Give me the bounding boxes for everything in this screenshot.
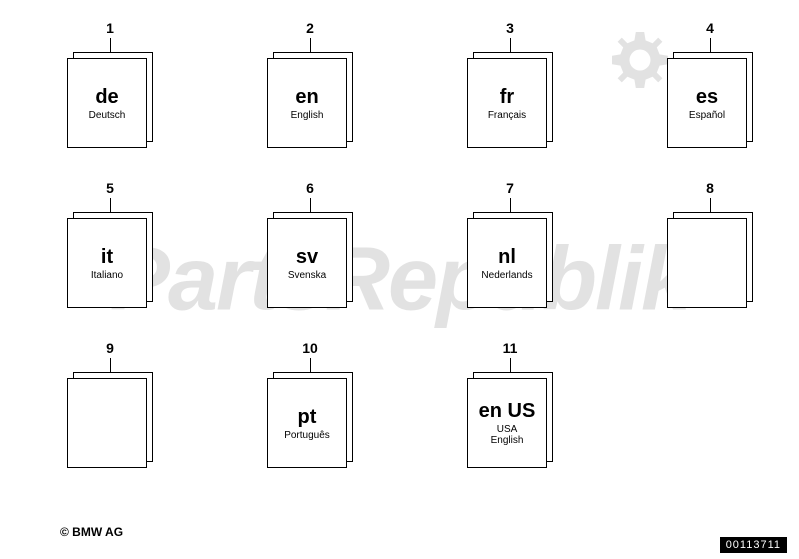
language-code: sv — [296, 246, 318, 268]
card-slot-4: 4 es Español — [660, 20, 760, 148]
card-slot-3: 3 fr Français — [460, 20, 560, 148]
card-stack: sv Svenska — [267, 212, 353, 308]
card-stack: pt Português — [267, 372, 353, 468]
card-stack: en English — [267, 52, 353, 148]
card-slot-8: 8 — [660, 180, 760, 308]
language-code: nl — [498, 246, 516, 268]
card-stack — [667, 212, 753, 308]
connector-line — [110, 38, 111, 52]
card-front: fr Français — [467, 58, 547, 148]
language-code: es — [696, 86, 718, 108]
card-front: it Italiano — [67, 218, 147, 308]
language-name: English — [291, 110, 324, 121]
slot-number: 4 — [660, 20, 760, 36]
card-slot-1: 1 de Deutsch — [60, 20, 160, 148]
copyright-text: © BMW AG — [60, 525, 123, 539]
card-front: nl Nederlands — [467, 218, 547, 308]
language-code: de — [95, 86, 118, 108]
language-code: it — [101, 246, 113, 268]
language-code: en US — [479, 400, 536, 422]
slot-number: 7 — [460, 180, 560, 196]
diagram-canvas: PartsRepublik 1 de Deutsch 2 en English 3 fr Fra… — [0, 0, 799, 559]
connector-line — [110, 198, 111, 212]
card-slot-7: 7 nl Nederlands — [460, 180, 560, 308]
language-name: Português — [284, 430, 330, 441]
language-code: fr — [500, 86, 514, 108]
watermark-text: PartsRepublik — [110, 228, 689, 331]
card-front — [67, 378, 147, 468]
slot-number: 5 — [60, 180, 160, 196]
card-stack: en US USAEnglish — [467, 372, 553, 468]
slot-number: 6 — [260, 180, 360, 196]
card-stack: de Deutsch — [67, 52, 153, 148]
card-front: de Deutsch — [67, 58, 147, 148]
slot-number: 10 — [260, 340, 360, 356]
document-number: 00113711 — [720, 537, 787, 553]
language-name: Svenska — [288, 270, 326, 281]
card-slot-10: 10 pt Português — [260, 340, 360, 468]
connector-line — [310, 38, 311, 52]
card-slot-6: 6 sv Svenska — [260, 180, 360, 308]
connector-line — [110, 358, 111, 372]
connector-line — [710, 198, 711, 212]
card-slot-2: 2 en English — [260, 20, 360, 148]
card-stack — [67, 372, 153, 468]
language-code: pt — [298, 406, 317, 428]
language-name: USA — [497, 424, 518, 435]
card-slot-11: 11 en US USAEnglish — [460, 340, 560, 468]
connector-line — [510, 38, 511, 52]
slot-number: 3 — [460, 20, 560, 36]
slot-number: 1 — [60, 20, 160, 36]
card-front — [667, 218, 747, 308]
card-slot-9: 9 — [60, 340, 160, 468]
language-name: Nederlands — [481, 270, 532, 281]
card-stack: nl Nederlands — [467, 212, 553, 308]
connector-line — [710, 38, 711, 52]
card-front: en US USAEnglish — [467, 378, 547, 468]
language-name: Deutsch — [89, 110, 126, 121]
connector-line — [510, 198, 511, 212]
connector-line — [510, 358, 511, 372]
slot-number: 9 — [60, 340, 160, 356]
card-front: en English — [267, 58, 347, 148]
language-name: Italiano — [91, 270, 123, 281]
slot-number: 8 — [660, 180, 760, 196]
card-stack: fr Français — [467, 52, 553, 148]
language-name: Español — [689, 110, 725, 121]
slot-number: 2 — [260, 20, 360, 36]
card-stack: it Italiano — [67, 212, 153, 308]
card-front: es Español — [667, 58, 747, 148]
connector-line — [310, 198, 311, 212]
card-slot-5: 5 it Italiano — [60, 180, 160, 308]
language-code: en — [295, 86, 318, 108]
slot-number: 11 — [460, 340, 560, 356]
card-front: pt Português — [267, 378, 347, 468]
language-name: Français — [488, 110, 526, 121]
connector-line — [310, 358, 311, 372]
card-front: sv Svenska — [267, 218, 347, 308]
language-name-2: English — [491, 435, 524, 446]
card-stack: es Español — [667, 52, 753, 148]
